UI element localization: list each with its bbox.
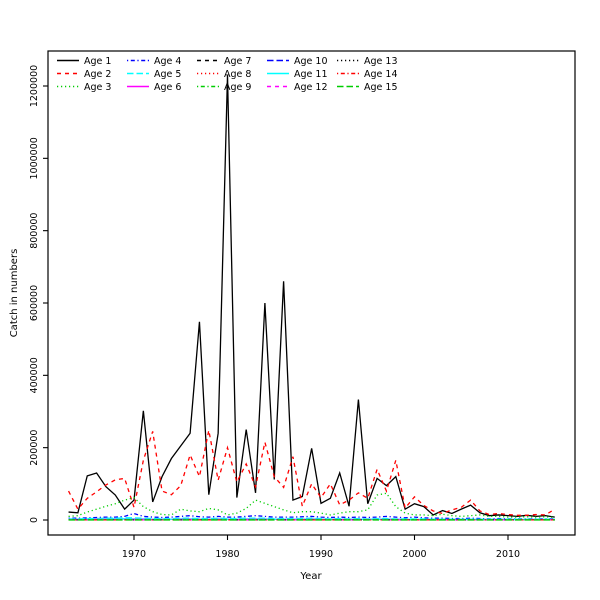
y-axis-title: Catch in numbers — [9, 249, 20, 338]
y-tick-label-1200000: 1200000 — [29, 65, 40, 107]
legend-item-age-6: Age 6 — [127, 82, 181, 93]
series-line-age-3 — [68, 492, 555, 519]
x-tick-label-1990: 1990 — [309, 549, 333, 560]
x-axis-title: Year — [299, 571, 322, 582]
legend-label-age-13: Age 13 — [364, 56, 397, 67]
legend-label-age-15: Age 15 — [364, 82, 397, 93]
legend-item-age-7: Age 7 — [197, 56, 251, 67]
legend-label-age-9: Age 9 — [224, 82, 251, 93]
y-tick-label-200000: 200000 — [29, 430, 40, 466]
legend-label-age-14: Age 14 — [364, 69, 397, 80]
legend-item-age-4: Age 4 — [127, 56, 181, 67]
legend-label-age-2: Age 2 — [84, 69, 111, 80]
x-tick-label-2000: 2000 — [402, 549, 426, 560]
y-tick-label-400000: 400000 — [29, 357, 40, 393]
legend-label-age-3: Age 3 — [84, 82, 111, 93]
series-line-age-2 — [67, 430, 556, 516]
y-tick-label-1000000: 1000000 — [29, 137, 40, 179]
legend-item-age-14: Age 14 — [337, 69, 397, 80]
y-tick-label-0: 0 — [29, 517, 40, 523]
legend-item-age-12: Age 12 — [267, 82, 327, 93]
x-tick-label-1980: 1980 — [215, 549, 239, 560]
legend-label-age-10: Age 10 — [294, 56, 327, 67]
legend-label-age-12: Age 12 — [294, 82, 327, 93]
plot-content: 1970 1980 1990 2000 2010 0 200000 400000 600000 8… — [29, 50, 576, 560]
x-tick-label-1970: 1970 — [122, 549, 146, 560]
series-line-age-4 — [68, 512, 555, 520]
plot-border — [47, 50, 576, 536]
series-line-age-1 — [68, 75, 555, 518]
legend-item-age-2: Age 2 — [57, 69, 111, 80]
legend-item-age-10: Age 10 — [267, 56, 327, 67]
legend-item-age-9: Age 9 — [197, 82, 251, 93]
legend-item-age-15: Age 15 — [337, 82, 397, 93]
y-tick-label-800000: 800000 — [29, 213, 40, 249]
legend-label-age-11: Age 11 — [294, 69, 327, 80]
legend-label-age-8: Age 8 — [224, 69, 251, 80]
x-tick-label-2010: 2010 — [496, 549, 520, 560]
legend-label-age-7: Age 7 — [224, 56, 251, 67]
legend-item-age-11: Age 11 — [267, 69, 327, 80]
y-tick-label-600000: 600000 — [29, 285, 40, 321]
legend-item-age-1: Age 1 — [57, 56, 111, 67]
legend: Age 1 Age 2 Age 3 Age 4 Age 5 Age 6 Age 7 Age 8… — [57, 56, 397, 93]
legend-label-age-6: Age 6 — [154, 82, 181, 93]
legend-item-age-8: Age 8 — [197, 69, 251, 80]
legend-item-age-13: Age 13 — [337, 56, 397, 67]
legend-label-age-5: Age 5 — [154, 69, 181, 80]
legend-label-age-4: Age 4 — [154, 56, 181, 67]
legend-item-age-5: Age 5 — [127, 69, 181, 80]
legend-item-age-3: Age 3 — [57, 82, 111, 93]
legend-label-age-1: Age 1 — [84, 56, 111, 67]
